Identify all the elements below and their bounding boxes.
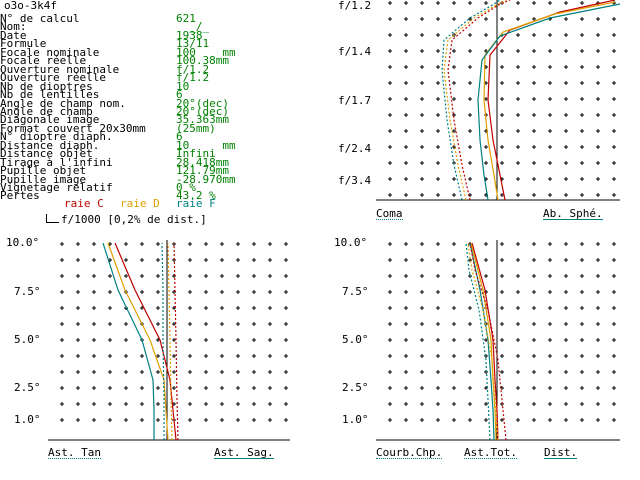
sphe-curve-d [483,1,616,201]
spec-label: Ouverture nominale [0,63,120,76]
field-curve-d [470,242,497,441]
spec-label: Pupille image [0,173,87,186]
spec-label: Nom: [0,20,27,33]
spec-value: _/_ [176,20,210,33]
spec-value: 621 [176,12,196,25]
tan-curve-f [102,242,155,440]
spec-label: Distance objet [0,147,93,160]
spec-value: 43.2 % [176,189,216,202]
sag-curve-c [173,242,179,441]
field-curve-f [469,242,495,441]
tan-curve-c [114,242,177,441]
field-curve-c [471,242,499,441]
spec-label: Focale nominale [0,46,100,59]
caption-courb-chp: Courb.Chp. [376,446,443,459]
spec-label: Diagonale image [0,113,100,126]
spec-label: Nb de lentilles [0,88,100,101]
sag-curve-d [167,242,173,441]
asttot-curve-c [469,242,507,441]
ap-tick-label: f/2.4 [338,142,372,155]
spec-value: 28.418mm [176,156,229,169]
spec-value: f/1.2 [176,71,210,84]
sphe-curve-f [477,3,621,201]
caption-ast-sag: Ast. Sag. [214,446,274,459]
as-tick-label: 1.0° [14,413,41,426]
spec-value: 0 % [176,181,196,194]
scale-note: f/1000 [0,2% de dist.] [46,214,207,225]
fc-tick-label: 2.5° [342,381,369,394]
spec-label: Pertes [0,189,40,202]
aperture-chart [376,0,621,201]
spec-label: Nb de dioptres [0,80,93,93]
spec-value: -28.970mm [176,173,236,186]
ap-tick-label: f/1.4 [338,45,372,58]
spec-label: Pupille objet [0,164,87,177]
scale-note-text: f/1000 [0,2% de dist.] [61,213,207,226]
spec-label: Angle de champ nom. [0,97,126,110]
spec-value: 100.38mm [176,54,229,67]
caption-ast-tan: Ast. Tan [48,446,101,459]
tan-curve-d [107,242,169,441]
asttot-curve-d [467,242,499,441]
spec-label: N° de calcul [0,12,80,25]
spec-value: 6 [176,88,183,101]
caption-dist: Dist. [544,446,578,459]
spec-label: Vignetage relatif [0,181,113,194]
caption-coma: Coma [376,207,403,220]
coma-curve-c [447,0,511,201]
asttot-curve-f [465,242,491,441]
field-curvature-chart [376,240,620,441]
spec-label: Format couvert 20x30mm [0,122,146,135]
spec-value: 6 [176,130,183,143]
legend-raie-c: raie C [64,197,104,210]
spec-value: 121.79mm [176,164,229,177]
spec-label: Distance diaph. [0,139,100,152]
astigmatism-chart [48,240,290,441]
spec-value: 20°(dec) [176,97,229,110]
coma-curve-f [441,0,501,201]
scale-bar-icon [46,214,59,223]
ap-tick-label: f/3.4 [338,174,372,187]
spec-label: N° dioptre diaph. [0,130,113,143]
spec-value: (25mm) [176,122,216,135]
fc-tick-label: 10.0° [334,236,368,249]
spec-label: Ouverture réelle [0,71,106,84]
spec-label: Focale réelle [0,54,87,67]
spec-label: Formule [0,37,47,50]
as-tick-label: 10.0° [6,236,40,249]
caption-ast-tot: Ast.Tot. [464,446,517,459]
spec-value: 20°(dec) [176,105,229,118]
as-tick-label: 7.5° [14,285,41,298]
spec-value: 13/11 [176,37,210,50]
as-tick-label: 2.5° [14,381,41,394]
fc-tick-label: 5.0° [342,333,369,346]
sag-curve-f [161,242,165,440]
spec-label: Tirage à l'infini [0,156,113,169]
spec-label: Angle de champ [0,105,93,118]
fc-tick-label: 1.0° [342,413,369,426]
caption-ab-sphe: Ab. Sphé. [543,207,603,220]
ap-tick-label: f/1.2 [338,0,372,12]
fc-tick-label: 7.5° [342,285,369,298]
spec-value: 10 [176,80,190,93]
spec-value: 1938 [176,29,203,42]
legend-raie-d: raie D [120,197,160,210]
ap-tick-label: f/1.7 [338,94,372,107]
spec-value: 35.363mm [176,113,229,126]
spec-value: f/1.2 [176,63,210,76]
as-tick-label: 5.0° [14,333,41,346]
spec-value: 100 mm [176,46,236,59]
window-title: o3o-3k4f [4,0,57,12]
spec-value: Infini [176,147,216,160]
spec-label: Date [0,29,27,42]
legend-raie-f: raie F [176,197,216,210]
spec-value: 10 mm [176,139,236,152]
